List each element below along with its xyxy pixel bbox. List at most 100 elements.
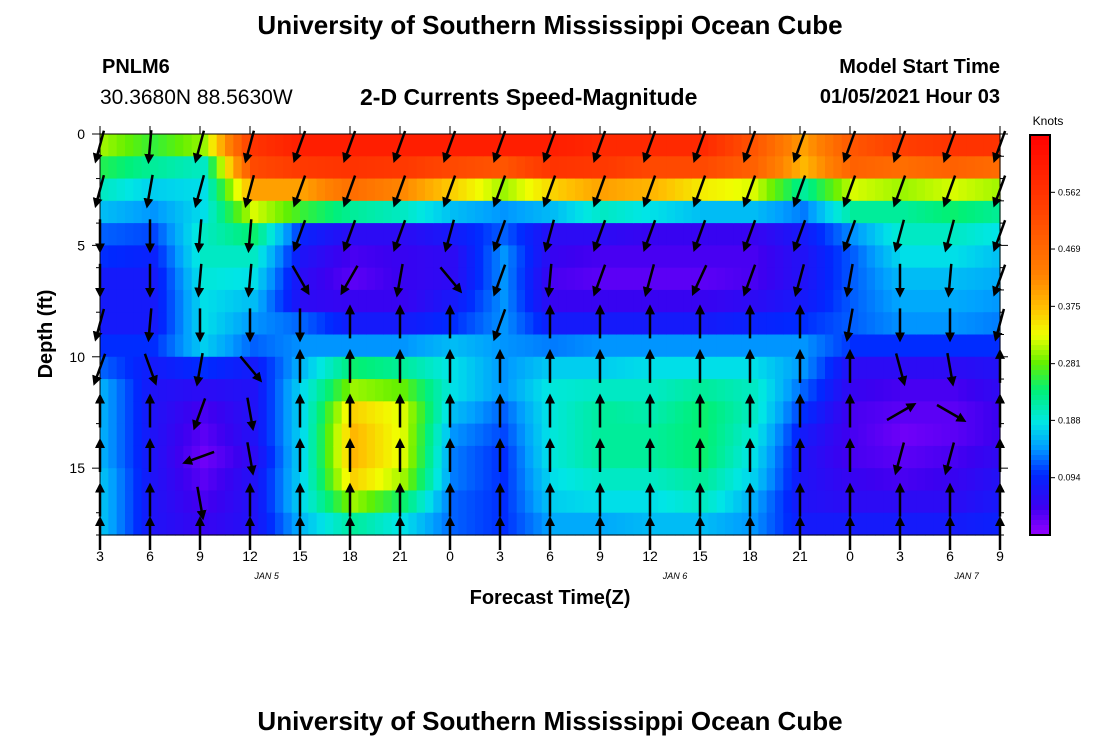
heatmap-cell xyxy=(633,223,643,246)
heatmap-cell xyxy=(558,178,568,202)
heatmap-cell xyxy=(958,490,968,514)
colorbar-segment xyxy=(1030,290,1050,296)
heatmap-cell xyxy=(591,156,601,180)
heatmap-cell xyxy=(666,156,676,180)
heatmap-cell xyxy=(733,178,743,202)
heatmap-cell xyxy=(658,223,668,246)
heatmap-cell xyxy=(791,490,801,514)
heatmap-cell xyxy=(125,356,134,380)
heatmap-cell xyxy=(566,490,576,514)
heatmap-cell xyxy=(383,245,393,269)
heatmap-cell xyxy=(583,267,593,291)
heatmap-cell xyxy=(983,245,993,269)
heatmap-cell xyxy=(400,379,409,402)
heatmap-cell xyxy=(158,512,168,536)
heatmap-cell xyxy=(958,289,968,313)
heatmap-cell xyxy=(583,289,593,313)
heatmap-cell xyxy=(716,334,726,358)
heatmap-cell xyxy=(183,356,193,380)
heatmap-cell xyxy=(708,490,718,514)
heatmap-cell xyxy=(375,156,384,180)
heatmap-cell xyxy=(341,156,351,180)
heatmap-cell xyxy=(700,445,709,469)
heatmap-cell xyxy=(733,401,743,425)
heatmap-cell xyxy=(933,401,943,425)
heatmap-cell xyxy=(850,445,859,469)
heatmap-cell xyxy=(816,445,826,469)
heatmap-cell xyxy=(683,245,693,269)
heatmap-cell xyxy=(608,134,618,157)
heatmap-cell xyxy=(133,334,143,358)
heatmap-cell xyxy=(900,356,909,380)
heatmap-cell xyxy=(850,379,859,402)
heatmap-cell xyxy=(458,334,468,358)
heatmap-cell xyxy=(700,289,709,313)
heatmap-cell xyxy=(933,468,943,492)
heatmap-cell xyxy=(175,156,184,180)
heatmap-cell xyxy=(225,334,234,358)
heatmap-cell xyxy=(483,468,493,492)
heatmap-cell xyxy=(266,490,276,514)
heatmap-cell xyxy=(691,267,701,291)
heatmap-cell xyxy=(975,289,984,313)
heatmap-cell xyxy=(558,334,568,358)
heatmap-cell xyxy=(391,267,401,291)
heatmap-cell xyxy=(825,178,834,202)
heatmap-cell xyxy=(766,356,776,380)
heatmap-cell xyxy=(141,245,151,269)
heatmap-cell xyxy=(716,289,726,313)
heatmap-cell xyxy=(433,245,443,269)
heatmap-cell xyxy=(408,289,418,313)
heatmap-cell xyxy=(533,200,543,224)
heatmap-cell xyxy=(208,245,218,269)
heatmap-cell xyxy=(283,223,293,246)
heatmap-cell xyxy=(341,289,351,313)
heatmap-cell xyxy=(925,512,934,536)
heatmap-cell xyxy=(266,312,276,336)
heatmap-cell xyxy=(966,156,976,180)
heatmap-cell xyxy=(141,423,151,447)
heatmap-cell xyxy=(166,312,176,336)
heatmap-cell xyxy=(783,512,793,536)
heatmap-cell xyxy=(883,334,893,358)
colorbar-segment xyxy=(1030,180,1050,186)
heatmap-cell xyxy=(325,178,334,202)
heatmap-cell xyxy=(325,200,334,224)
current-arrow xyxy=(244,219,255,254)
heatmap-cell xyxy=(933,200,943,224)
heatmap-cell xyxy=(916,156,926,180)
heatmap-cell xyxy=(833,379,843,402)
heatmap-cell xyxy=(616,490,626,514)
heatmap-cell xyxy=(458,468,468,492)
heatmap-cell xyxy=(566,423,576,447)
current-arrow xyxy=(942,442,956,476)
heatmap-cell xyxy=(300,134,309,157)
heatmap-cell xyxy=(916,245,926,269)
heatmap-cell xyxy=(958,267,968,291)
heatmap-cell xyxy=(458,312,468,336)
heatmap-cell xyxy=(225,245,234,269)
heatmap-cell xyxy=(708,379,718,402)
heatmap-cell xyxy=(850,334,859,358)
heatmap-cell xyxy=(383,223,393,246)
heatmap-cell xyxy=(150,289,159,313)
heatmap-cell xyxy=(433,156,443,180)
heatmap-cell xyxy=(316,334,326,358)
heatmap-cell xyxy=(150,445,159,469)
heatmap-cell xyxy=(200,490,209,514)
current-arrow xyxy=(642,219,657,253)
heatmap-cell xyxy=(150,512,159,536)
x-tick-label: 6 xyxy=(546,548,554,564)
heatmap-cell xyxy=(183,312,193,336)
current-arrow xyxy=(492,308,507,342)
heatmap-cell xyxy=(900,223,909,246)
heatmap-cell xyxy=(966,245,976,269)
current-arrow xyxy=(182,450,215,465)
heatmap-cell xyxy=(241,356,251,380)
heatmap-cell xyxy=(850,156,859,180)
colorbar-segment xyxy=(1030,455,1050,461)
colorbar-segment xyxy=(1030,215,1050,221)
heatmap-cell xyxy=(150,267,159,291)
heatmap-cell xyxy=(150,223,159,246)
heatmap-cell xyxy=(808,423,818,447)
